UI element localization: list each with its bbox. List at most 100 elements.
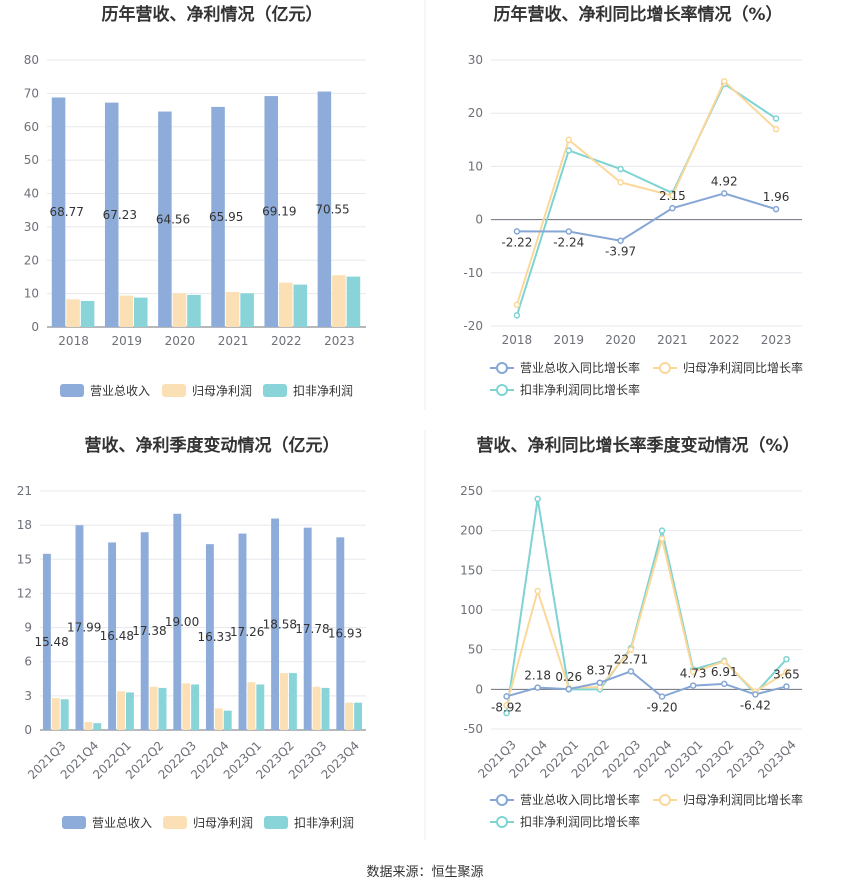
data-label: 19.00 xyxy=(165,615,199,629)
legend-swatch xyxy=(263,384,287,397)
y-tick-label: 0 xyxy=(475,682,483,696)
chart-1-title: 历年营收、净利情况（亿元） xyxy=(102,4,323,25)
x-tick-label: 2018 xyxy=(502,333,533,347)
bar xyxy=(191,684,200,730)
data-label: 6.91 xyxy=(711,665,738,679)
data-label: 2.18 xyxy=(524,669,551,683)
data-label: 2.15 xyxy=(659,189,686,203)
bar xyxy=(158,687,167,730)
data-point xyxy=(503,709,510,717)
series-line xyxy=(515,79,777,306)
data-label: 1.96 xyxy=(763,190,790,204)
chart-4-title: 营收、净利同比增长率季度变动情况（%） xyxy=(476,435,799,456)
data-label: 70.55 xyxy=(315,202,349,216)
data-label: 69.19 xyxy=(262,205,296,219)
legend: 营业总收入 归母净利润 扣非净利润 xyxy=(62,816,354,830)
y-tick-label: 20 xyxy=(24,253,39,267)
data-point xyxy=(627,668,635,675)
bar xyxy=(66,299,80,327)
legend-label: 营业总收入同比增长率 xyxy=(520,360,640,375)
data-point xyxy=(689,668,697,676)
x-tick-label: 2019 xyxy=(111,334,142,348)
legend-label: 扣非净利润 xyxy=(293,384,353,398)
x-tick-label: 2021 xyxy=(218,334,249,348)
y-tick-label: 10 xyxy=(468,159,483,173)
y-tick-label: 3 xyxy=(24,689,32,703)
data-label: 4.73 xyxy=(680,667,707,681)
bar xyxy=(173,513,182,730)
data-point xyxy=(534,684,541,691)
y-tick-label: 6 xyxy=(24,655,32,669)
data-label: 68.77 xyxy=(49,205,83,219)
series-line xyxy=(515,82,777,316)
x-tick-label: 2019 xyxy=(553,333,584,347)
legend-label: 归母净利润 xyxy=(193,816,253,830)
data-label: 17.78 xyxy=(295,622,329,636)
series-line xyxy=(506,670,787,698)
data-label: -9.20 xyxy=(647,701,678,715)
quarterly-growth-rate-chart: -50 0 50 100 150 200 250 -8.92 2.18 0.26 8.3722.71… xyxy=(460,484,803,829)
annual-revenue-profit-chart: 0 10 20 30 40 50 60 70 80 68.77 67.23 64.56 65.95 69.… xyxy=(24,53,366,398)
bar xyxy=(134,297,148,327)
bar xyxy=(42,553,51,730)
bar xyxy=(336,537,345,730)
data-label: -3.97 xyxy=(605,245,636,259)
bar xyxy=(278,282,293,327)
data-point xyxy=(565,685,572,693)
data-point xyxy=(669,192,676,199)
data-point xyxy=(503,701,510,709)
y-tick-label: 250 xyxy=(460,484,483,498)
data-point xyxy=(689,682,697,689)
legend-marker xyxy=(496,816,508,828)
data-label: 16.33 xyxy=(197,630,231,644)
series-line xyxy=(516,192,777,242)
y-tick-label: -10 xyxy=(463,266,483,280)
bar xyxy=(303,527,312,730)
data-point xyxy=(721,78,728,85)
legend-label: 扣非净利润同比增长率 xyxy=(520,814,640,829)
data-point xyxy=(658,693,666,700)
y-tick-label: 30 xyxy=(468,53,483,67)
legend-label: 营业总收入 xyxy=(90,384,150,398)
data-label: 17.26 xyxy=(230,625,264,639)
bar xyxy=(140,532,149,730)
y-tick-label: 60 xyxy=(24,120,39,134)
data-point xyxy=(513,301,521,308)
y-tick-label: 0 xyxy=(475,213,483,227)
x-tick-label: 2022 xyxy=(709,333,740,347)
data-point xyxy=(669,204,676,212)
y-tick-label: 0 xyxy=(24,723,32,737)
y-tick-label: 40 xyxy=(24,187,39,201)
data-label: 16.93 xyxy=(328,627,362,641)
bar xyxy=(238,533,247,730)
data-label: -8.92 xyxy=(491,700,522,714)
data-label: 3.65 xyxy=(773,667,800,681)
data-label: 17.38 xyxy=(132,624,166,638)
bar xyxy=(125,692,134,730)
y-tick-label: 15 xyxy=(17,552,32,566)
bar xyxy=(225,291,240,327)
data-point xyxy=(565,228,572,235)
bar xyxy=(75,525,84,730)
bar xyxy=(60,699,69,730)
data-point xyxy=(658,527,666,534)
data-label: 16.48 xyxy=(100,629,134,643)
x-tick-label: 2018 xyxy=(58,334,89,348)
legend-marker xyxy=(496,794,508,806)
bar xyxy=(288,673,297,730)
bar xyxy=(104,102,119,327)
bar xyxy=(280,673,288,730)
x-tick-label: 2020 xyxy=(605,333,636,347)
y-tick-label: 20 xyxy=(468,106,483,120)
bar xyxy=(51,97,66,327)
bar xyxy=(223,710,232,730)
y-tick-label: 150 xyxy=(460,563,483,577)
bar xyxy=(271,518,280,730)
legend-marker xyxy=(496,384,508,396)
bar xyxy=(354,702,363,730)
data-point xyxy=(783,683,790,690)
data-point xyxy=(783,655,790,663)
legend-label: 归母净利润 xyxy=(192,384,252,398)
